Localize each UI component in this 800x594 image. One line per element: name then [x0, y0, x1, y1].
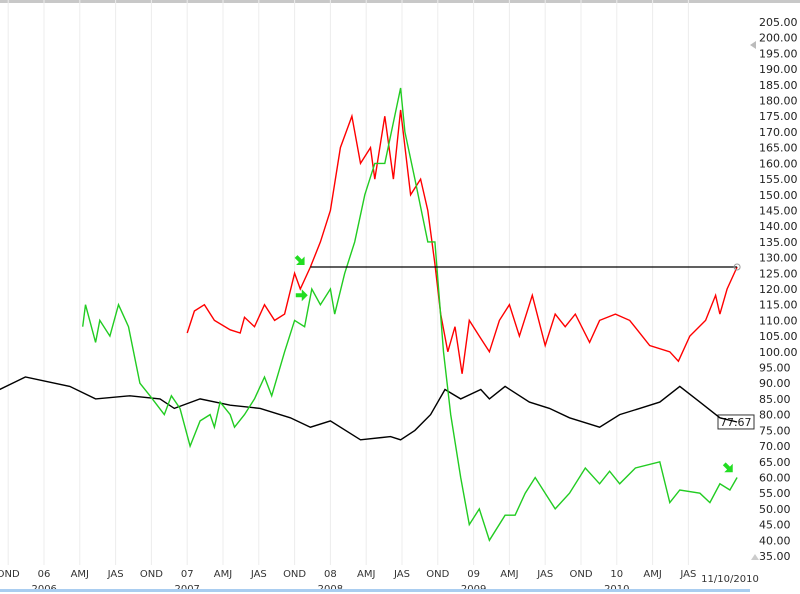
series-line-red	[186, 109, 738, 374]
x-tick-label: 07	[181, 569, 194, 580]
y-tick-label: 65.00	[759, 456, 791, 469]
x-tick-label: OND	[0, 569, 20, 580]
x-tick-label: OND	[283, 569, 306, 580]
y-tick-label: 145.00	[759, 204, 798, 217]
x-tick-label: OND	[426, 569, 449, 580]
y-tick-label: 175.00	[759, 110, 798, 123]
y-tick-label: 130.00	[759, 252, 798, 265]
y-tick-label: 195.00	[759, 47, 798, 60]
arrow-icon	[722, 462, 733, 473]
y-tick-label: 140.00	[759, 220, 798, 233]
scroll-down-icon	[751, 554, 759, 560]
y-tick-label: 105.00	[759, 330, 798, 343]
y-tick-label: 170.00	[759, 126, 798, 139]
y-tick-label: 100.00	[759, 346, 798, 359]
x-tick-label: AMJ	[500, 569, 518, 580]
y-tick-label: 60.00	[759, 471, 791, 484]
y-tick-label: 135.00	[759, 236, 798, 249]
y-tick-label: 55.00	[759, 487, 791, 500]
x-tick-label: JAS	[679, 569, 696, 580]
y-tick-label: 40.00	[759, 534, 791, 547]
x-tick-label: OND	[140, 569, 163, 580]
x-tick-label: 09	[467, 569, 480, 580]
y-tick-label: 110.00	[759, 314, 798, 327]
x-tick-label: AMJ	[214, 569, 232, 580]
x-tick-label: JAS	[250, 569, 267, 580]
y-tick-label: 75.00	[759, 424, 791, 437]
top-border	[0, 0, 800, 3]
x-tick-label: 10	[610, 569, 623, 580]
y-tick-label: 190.00	[759, 63, 798, 76]
x-tick-label: 06	[38, 569, 51, 580]
y-tick-label: 45.00	[759, 519, 791, 532]
y-tick-label: 165.00	[759, 142, 798, 155]
scroll-up-icon	[750, 41, 756, 49]
series-line-green	[82, 87, 738, 542]
arrow-icon	[295, 289, 308, 302]
last-date-label: 11/10/2010	[701, 574, 759, 585]
y-tick-label: 70.00	[759, 440, 791, 453]
y-tick-label: 120.00	[759, 283, 798, 296]
last-value-label: 77.67	[720, 416, 752, 429]
x-tick-label: JAS	[536, 569, 553, 580]
y-tick-label: 155.00	[759, 173, 798, 186]
trendline-handle	[733, 263, 741, 271]
x-tick-label: AMJ	[357, 569, 375, 580]
arrow-icon	[294, 255, 305, 265]
y-tick-label: 85.00	[759, 393, 791, 406]
y-tick-label: 35.00	[759, 550, 791, 563]
scrollbar[interactable]	[0, 589, 750, 592]
y-tick-label: 90.00	[759, 377, 791, 390]
x-tick-label: OND	[569, 569, 592, 580]
x-tick-label: AMJ	[71, 569, 89, 580]
x-tick-label: JAS	[393, 569, 410, 580]
y-tick-label: 200.00	[759, 32, 798, 45]
y-tick-label: 205.00	[759, 16, 798, 29]
x-tick-label: AMJ	[643, 569, 661, 580]
y-tick-label: 80.00	[759, 409, 791, 422]
y-tick-label: 185.00	[759, 79, 798, 92]
y-tick-label: 180.00	[759, 95, 798, 108]
y-tick-label: 150.00	[759, 189, 798, 202]
y-tick-label: 95.00	[759, 362, 791, 375]
x-tick-label: JAS	[107, 569, 124, 580]
y-tick-label: 115.00	[759, 299, 798, 312]
y-tick-label: 50.00	[759, 503, 791, 516]
x-tick-label: 08	[324, 569, 337, 580]
y-tick-label: 125.00	[759, 267, 798, 280]
y-tick-label: 160.00	[759, 157, 798, 170]
series-line-black	[0, 376, 738, 441]
